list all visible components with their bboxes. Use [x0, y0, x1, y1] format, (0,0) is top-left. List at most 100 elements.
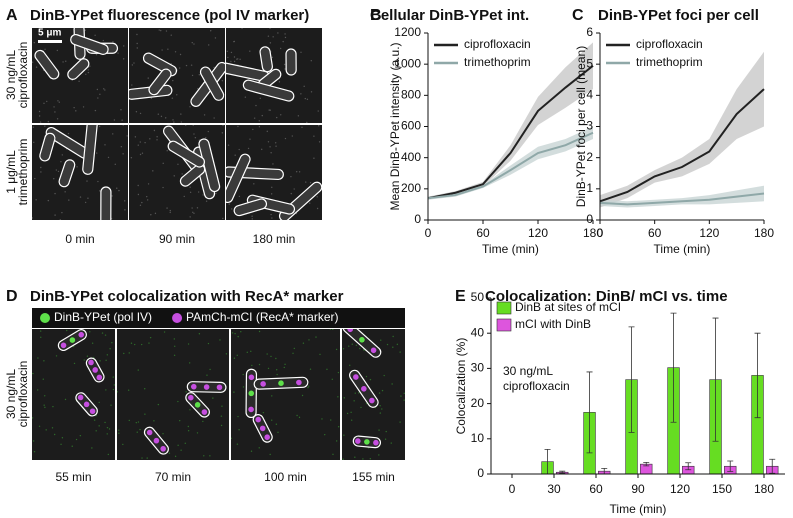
noise	[227, 56, 229, 59]
noise	[293, 188, 295, 190]
noise	[205, 200, 208, 202]
noise	[332, 453, 334, 456]
noise	[193, 133, 195, 135]
noise	[301, 394, 304, 397]
noise	[213, 117, 215, 119]
row-label: 30 ng/mL	[4, 369, 18, 419]
noise	[54, 214, 56, 216]
cell-outline	[242, 79, 295, 102]
noise	[399, 421, 401, 423]
noise	[191, 41, 193, 44]
noise	[174, 455, 177, 458]
noise	[403, 399, 405, 401]
noise	[295, 171, 298, 173]
noise	[118, 429, 120, 431]
noise	[128, 352, 130, 354]
focus	[69, 337, 76, 343]
noise	[214, 37, 217, 39]
error-bar	[754, 332, 761, 419]
noise	[44, 125, 46, 127]
error-band	[428, 126, 593, 200]
noise	[278, 81, 281, 83]
y-tick-label: 0	[414, 212, 421, 226]
noise	[215, 192, 217, 195]
noise	[32, 440, 35, 442]
noise	[309, 182, 312, 184]
noise	[275, 116, 278, 119]
noise	[39, 330, 42, 332]
noise	[267, 367, 270, 370]
noise	[196, 432, 199, 434]
noise	[104, 421, 106, 424]
noise	[170, 34, 172, 36]
noise	[137, 193, 140, 196]
noise	[54, 192, 56, 195]
noise	[137, 421, 140, 423]
noise	[202, 194, 204, 196]
noise	[177, 400, 179, 403]
noise	[32, 372, 34, 375]
noise	[233, 357, 236, 359]
legend-label: ciprofloxacin	[636, 37, 703, 51]
axes	[427, 33, 593, 221]
cell	[198, 138, 221, 193]
focus	[264, 434, 270, 440]
noise	[73, 362, 76, 365]
noise	[306, 121, 308, 123]
noise	[66, 329, 68, 332]
noise	[82, 106, 85, 108]
noise	[147, 183, 150, 185]
cell	[245, 368, 258, 419]
noise	[124, 209, 126, 211]
noise	[353, 400, 355, 402]
focus	[153, 437, 160, 444]
focus	[370, 347, 377, 354]
noise	[106, 433, 108, 435]
noise	[180, 449, 182, 451]
x-tick-label: 180	[583, 226, 603, 240]
error-bar	[727, 460, 734, 472]
noise	[104, 334, 107, 336]
noise	[309, 202, 311, 204]
noise	[153, 420, 155, 422]
noise	[33, 41, 36, 44]
noise	[136, 33, 138, 36]
noise	[64, 191, 66, 193]
noise	[179, 53, 182, 56]
noise	[266, 130, 268, 133]
noise	[233, 391, 235, 393]
cell	[57, 329, 87, 352]
noise	[179, 67, 181, 69]
cells	[32, 329, 115, 456]
col-label: 70 min	[155, 470, 191, 484]
noise	[136, 431, 138, 433]
series-line	[427, 131, 594, 200]
noise	[324, 433, 326, 436]
noise	[156, 139, 158, 141]
noise	[79, 196, 82, 198]
cell-outline	[148, 68, 172, 96]
noise	[127, 389, 130, 391]
focus	[146, 429, 153, 436]
noise	[140, 343, 143, 346]
noise	[37, 357, 39, 359]
cell-outline	[226, 153, 251, 204]
noise	[284, 33, 286, 35]
error-bar	[769, 458, 776, 474]
noise	[193, 212, 195, 214]
panel-letter: B	[370, 7, 382, 24]
noise	[38, 425, 41, 427]
noise	[221, 132, 224, 134]
focus	[83, 401, 90, 408]
y-tick-label: 10	[471, 431, 485, 445]
axes	[490, 298, 785, 475]
noise	[124, 200, 126, 202]
focus	[373, 439, 379, 446]
noise	[269, 146, 271, 148]
x-tick-label: 180	[754, 482, 774, 496]
y-tick-label: 600	[401, 119, 421, 133]
noise	[112, 376, 114, 378]
noise	[172, 79, 174, 82]
noise	[174, 51, 177, 53]
